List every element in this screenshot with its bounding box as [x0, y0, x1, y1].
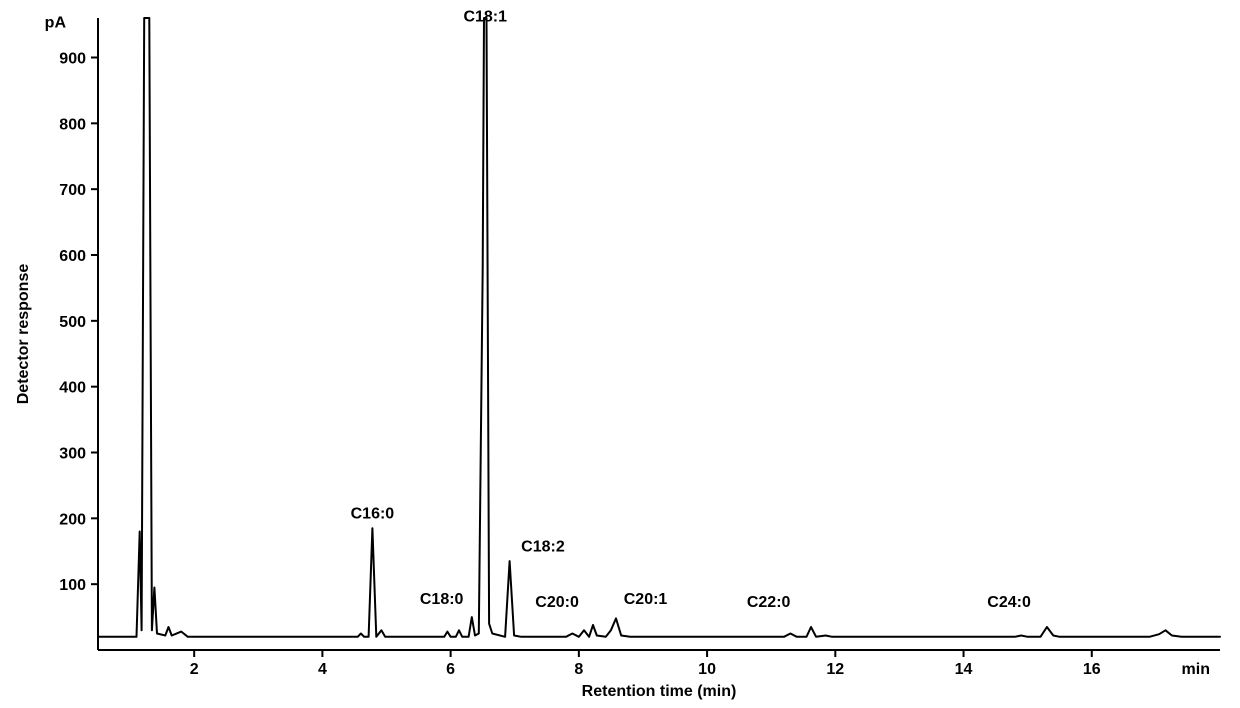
peak-label: C16:0 — [351, 505, 395, 522]
chromatogram-svg: 100 200 300 400 500 600 700 800 900 pA 2 4 6 8 10 12 14 1… — [0, 0, 1240, 708]
y-axis-label: Detector response — [15, 264, 32, 405]
y-tick-label: 700 — [59, 182, 86, 199]
peak-label: C20:0 — [535, 594, 579, 611]
y-tick-label: 200 — [59, 511, 86, 528]
x-tick-label: 10 — [698, 661, 716, 678]
chromatogram-trace — [98, 18, 1220, 637]
x-tick-label: 6 — [446, 661, 455, 678]
y-tick-label: 600 — [59, 248, 86, 265]
x-tick-label: 8 — [574, 661, 583, 678]
y-tick-label: 400 — [59, 380, 86, 397]
x-axis-label: Retention time (min) — [582, 683, 737, 700]
chromatogram-container: { "chart": { "type": "line", "background… — [0, 0, 1240, 708]
x-tick-label: 2 — [190, 661, 199, 678]
x-unit: min — [1182, 661, 1210, 678]
peak-label: C20:1 — [624, 591, 668, 608]
x-tick-label: 14 — [955, 661, 973, 678]
peak-label: C18:2 — [521, 538, 565, 555]
peak-label: C22:0 — [747, 594, 791, 611]
y-tick-label: 900 — [59, 51, 86, 68]
y-unit: pA — [45, 14, 67, 31]
y-tick-label: 100 — [59, 577, 86, 594]
peak-label: C18:1 — [463, 8, 507, 25]
x-tick-label: 12 — [826, 661, 844, 678]
y-tick-label: 800 — [59, 116, 86, 133]
peak-label: C18:0 — [420, 591, 464, 608]
x-tick-label: 4 — [318, 661, 327, 678]
x-tick-label: 16 — [1083, 661, 1101, 678]
y-tick-label: 300 — [59, 446, 86, 463]
peak-label: C24:0 — [987, 594, 1031, 611]
y-tick-label: 500 — [59, 314, 86, 331]
